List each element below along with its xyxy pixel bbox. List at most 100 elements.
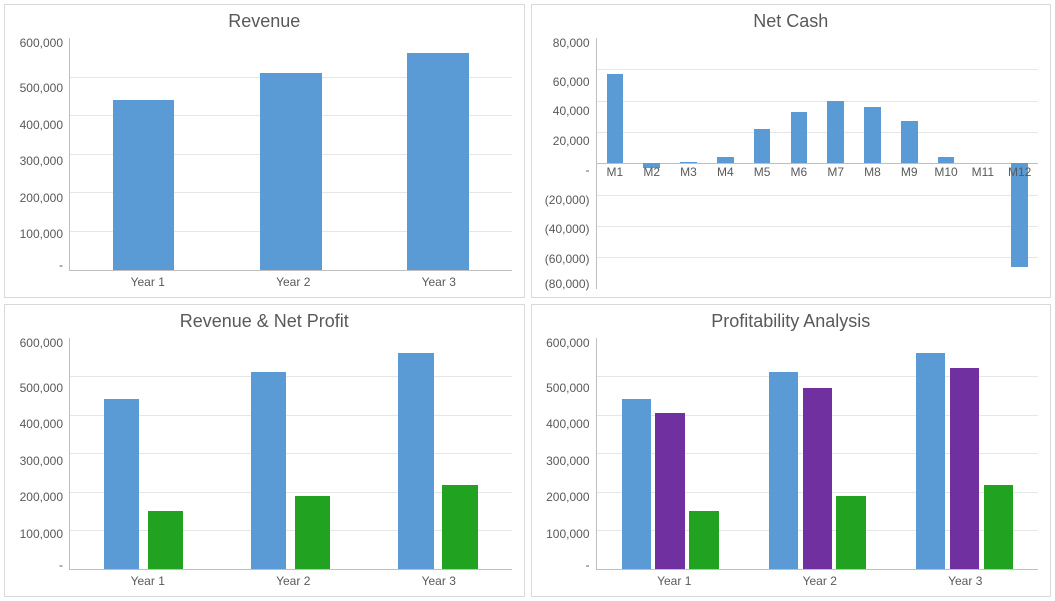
y-tick: 300,000 xyxy=(546,454,589,468)
bar-group xyxy=(364,338,511,570)
y-tick: - xyxy=(59,258,63,272)
bar-group xyxy=(744,338,891,570)
bar-group: M9 xyxy=(891,38,928,289)
x-tick: M12 xyxy=(1008,165,1031,179)
y-tick: 100,000 xyxy=(546,527,589,541)
bar-group xyxy=(70,38,217,270)
bar xyxy=(113,100,175,270)
bar xyxy=(984,485,1013,569)
panel-profitability: Profitability Analysis 600,000500,000400… xyxy=(531,304,1052,598)
y-tick: 500,000 xyxy=(546,381,589,395)
bar xyxy=(950,368,979,569)
bar-group: M4 xyxy=(707,38,744,289)
y-tick: 600,000 xyxy=(20,336,63,350)
x-tick: M6 xyxy=(791,165,808,179)
bar xyxy=(916,353,945,569)
x-tick: Year 2 xyxy=(221,574,367,588)
bar-group xyxy=(597,338,744,570)
y-tick: 300,000 xyxy=(20,154,63,168)
bar xyxy=(938,157,955,163)
x-tick: M4 xyxy=(717,165,734,179)
bar-group: M11 xyxy=(964,38,1001,289)
bar xyxy=(827,101,844,164)
x-tick: M10 xyxy=(934,165,957,179)
bar-group: M1 xyxy=(597,38,634,289)
bar xyxy=(836,496,865,569)
y-axis: 600,000500,000400,000300,000200,000100,0… xyxy=(544,338,596,571)
bar-group: M3 xyxy=(670,38,707,289)
bar-group: M12 xyxy=(1001,38,1038,289)
plot-area xyxy=(69,38,512,271)
y-tick: 300,000 xyxy=(20,454,63,468)
bar-group xyxy=(217,338,364,570)
x-tick: M11 xyxy=(972,165,994,179)
x-tick: Year 2 xyxy=(221,275,367,289)
y-tick: 400,000 xyxy=(20,417,63,431)
plot-area xyxy=(69,338,512,571)
x-tick: M8 xyxy=(864,165,881,179)
bar xyxy=(803,388,832,569)
x-tick: M7 xyxy=(827,165,844,179)
y-tick: 200,000 xyxy=(20,490,63,504)
bar-group xyxy=(70,338,217,570)
bar xyxy=(251,372,286,569)
bar xyxy=(104,399,139,569)
bar-group: M6 xyxy=(780,38,817,289)
panel-revenue: Revenue 600,000500,000400,000300,000200,… xyxy=(4,4,525,298)
y-tick: 500,000 xyxy=(20,81,63,95)
bar-groups xyxy=(70,38,512,270)
panel-net-cash: Net Cash 80,00060,00040,00020,000-(20,00… xyxy=(531,4,1052,298)
x-axis: Year 1Year 2Year 3 xyxy=(544,570,1039,588)
dashboard: Revenue 600,000 500,000 400,000 300,000 200,… xyxy=(0,0,1055,601)
y-tick: (80,000) xyxy=(545,277,590,291)
panel-rev-profit: Revenue & Net Profit 600,000500,000400,0… xyxy=(4,304,525,598)
x-tick: Year 1 xyxy=(75,275,221,289)
y-tick: - xyxy=(59,558,63,572)
y-tick: 400,000 xyxy=(546,417,589,431)
bar xyxy=(655,413,684,569)
chart-plot: 600,000500,000400,000300,000200,000100,0… xyxy=(5,334,524,597)
x-tick: Year 2 xyxy=(747,574,893,588)
x-tick: M9 xyxy=(901,165,918,179)
x-tick: Year 3 xyxy=(366,275,512,289)
chart-plot: 80,00060,00040,00020,000-(20,000)(40,000… xyxy=(532,34,1051,297)
x-tick: Year 1 xyxy=(75,574,221,588)
x-tick: M1 xyxy=(607,165,624,179)
y-tick: 100,000 xyxy=(20,227,63,241)
bar xyxy=(260,73,322,270)
bar-groups xyxy=(70,338,512,570)
bar-group: M2 xyxy=(633,38,670,289)
bar xyxy=(148,511,183,569)
y-tick: (60,000) xyxy=(545,252,590,266)
bar-groups xyxy=(597,338,1039,570)
bar xyxy=(295,496,330,569)
y-tick: 100,000 xyxy=(20,527,63,541)
bar-groups: M1 M2 M3 M4 M5 M6 M7 M8 M9 M10 M11 M12 xyxy=(597,38,1039,289)
bar xyxy=(717,157,734,163)
bar xyxy=(680,162,697,164)
bar xyxy=(769,372,798,569)
x-axis: Year 1Year 2Year 3 xyxy=(17,271,512,289)
bar-group: M5 xyxy=(744,38,781,289)
bar xyxy=(398,353,433,569)
chart-plot: 600,000500,000400,000300,000200,000100,0… xyxy=(5,34,524,297)
bar xyxy=(901,121,918,163)
y-tick: (20,000) xyxy=(545,193,590,207)
bar-group: M8 xyxy=(854,38,891,289)
y-tick: 200,000 xyxy=(20,191,63,205)
plot-area: M1 M2 M3 M4 M5 M6 M7 M8 M9 M10 M11 M12 xyxy=(596,38,1039,289)
bar xyxy=(622,399,651,569)
plot-area xyxy=(596,338,1039,571)
x-axis: Year 1Year 2Year 3 xyxy=(17,570,512,588)
bar-group xyxy=(217,38,364,270)
bar xyxy=(689,511,718,569)
y-axis: 600,000500,000400,000300,000200,000100,0… xyxy=(17,338,69,571)
y-tick: 20,000 xyxy=(553,134,590,148)
bar xyxy=(864,107,881,163)
y-axis: 80,00060,00040,00020,000-(20,000)(40,000… xyxy=(544,38,596,289)
y-tick: - xyxy=(586,558,590,572)
x-tick: M2 xyxy=(643,165,660,179)
chart-title: Profitability Analysis xyxy=(532,305,1051,334)
y-tick: 60,000 xyxy=(553,75,590,89)
chart-title: Revenue xyxy=(5,5,524,34)
